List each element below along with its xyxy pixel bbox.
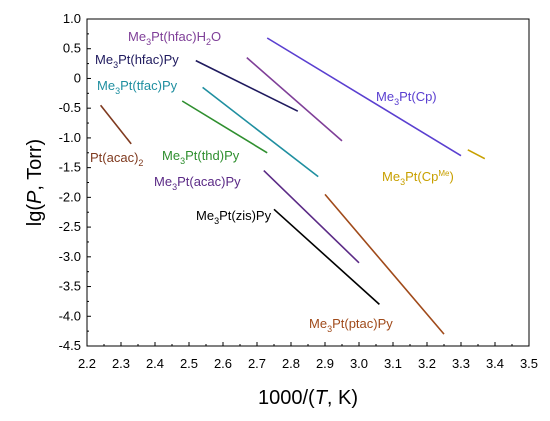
series-line [246, 56, 343, 142]
series-line [181, 100, 268, 154]
series-line [195, 59, 299, 112]
x-tick-label: 3.2 [418, 356, 436, 371]
x-tick-label: 2.8 [282, 356, 300, 371]
series-line [202, 86, 319, 178]
series-line [263, 170, 360, 264]
y-tick-label: 0.5 [63, 41, 81, 56]
series-label: Me3Pt(zis)Py [196, 208, 272, 226]
y-tick-label: -2.0 [59, 189, 81, 204]
x-tick-label: 3.4 [486, 356, 504, 371]
series-label: Me3Pt(ptac)Py [309, 316, 393, 334]
series-labels: Me3Pt(hfac)H2O Me3Pt(hfac)Py Me3Pt(tfac)Py… [90, 29, 454, 334]
series-line [266, 37, 462, 157]
y-tick-label: -2.5 [59, 219, 81, 234]
x-tick-label: 2.6 [214, 356, 232, 371]
x-tick-label: 3.5 [520, 356, 538, 371]
series-label: Me3Pt(hfac)Py [95, 52, 179, 70]
x-tick-label: 2.5 [180, 356, 198, 371]
y-tick-label: -4.5 [59, 338, 81, 353]
series-label: Me3Pt(thd)Py [162, 148, 240, 166]
x-tick-label: 2.9 [316, 356, 334, 371]
y-tick-label: -3.0 [59, 249, 81, 264]
series-label: Me3Pt(Cp) [376, 89, 437, 107]
x-tick-label: 3.3 [452, 356, 470, 371]
y-tick-label: -3.5 [59, 279, 81, 294]
y-tick-label: -1.5 [59, 160, 81, 175]
x-tick-label: 3.1 [384, 356, 402, 371]
x-axis-title: 1000/(T, K) [258, 387, 358, 409]
y-tick-label: -1.0 [59, 130, 81, 145]
y-tick-label: -4.0 [59, 308, 81, 323]
series-line [467, 149, 486, 160]
series-label: Me3Pt(hfac)H2O [128, 29, 221, 47]
series-line [273, 208, 380, 305]
y-tick-label: -0.5 [59, 100, 81, 115]
y-axis-title: lg(P, Torr) [24, 139, 46, 226]
y-tick-label: 0 [74, 70, 81, 85]
x-tick-label: 3.0 [350, 356, 368, 371]
y-axis-ticks: 1.0 0.5 0 -0.5 -1.0 -1.5 -2.0 -2.5 -3.0 -3.5 -4.0 -… [59, 11, 91, 353]
series-label: Pt(acac)2 [90, 150, 143, 168]
x-tick-label: 2.4 [146, 356, 164, 371]
x-tick-label: 2.7 [248, 356, 266, 371]
series-label: Me3Pt(acac)Py [154, 174, 241, 192]
x-tick-label: 2.3 [112, 356, 130, 371]
series-line [324, 193, 445, 335]
series-label: Me3Pt(tfac)Py [97, 78, 178, 96]
y-tick-label: 1.0 [63, 11, 81, 26]
x-tick-label: 2.2 [78, 356, 96, 371]
x-axis-ticks: 2.2 2.3 2.4 2.5 2.6 2.7 2.8 2.9 3.0 3.1 3.2 3.3 3.4 3… [78, 342, 538, 371]
series-lines [99, 37, 486, 335]
series-line [99, 104, 132, 145]
series-label: Me3Pt(CpMe) [382, 169, 454, 187]
